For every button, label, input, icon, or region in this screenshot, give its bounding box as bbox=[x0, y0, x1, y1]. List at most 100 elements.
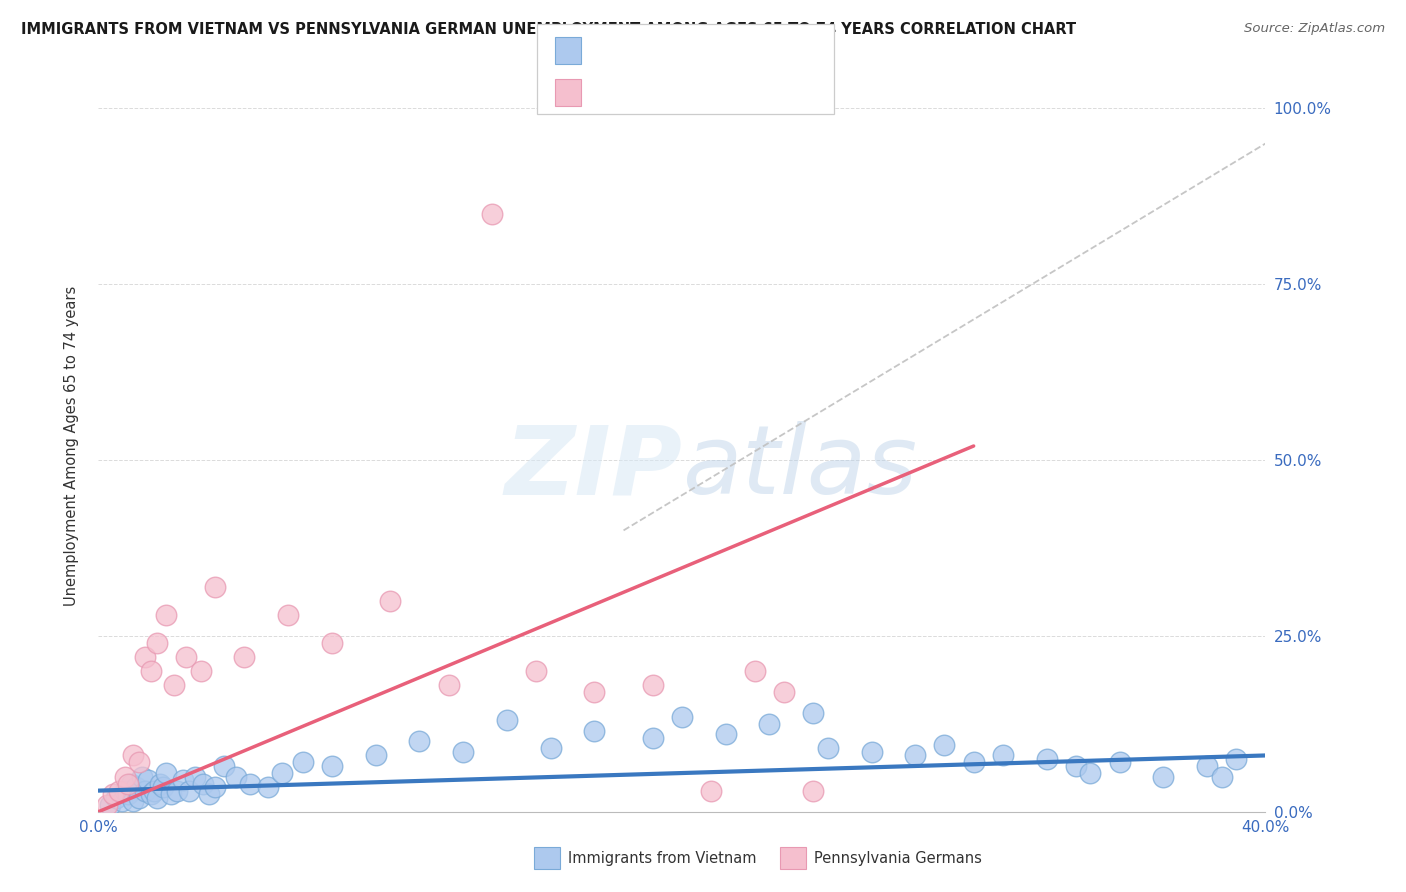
Point bbox=[321, 636, 343, 650]
Text: R =: R = bbox=[591, 43, 624, 58]
Point bbox=[256, 780, 278, 794]
Point bbox=[149, 776, 172, 790]
Point bbox=[122, 748, 145, 763]
Point bbox=[801, 783, 824, 797]
Point bbox=[1035, 752, 1057, 766]
Point bbox=[239, 776, 262, 790]
Point bbox=[744, 664, 766, 678]
Point bbox=[114, 783, 136, 797]
Point bbox=[98, 797, 121, 812]
Text: IMMIGRANTS FROM VIETNAM VS PENNSYLVANIA GERMAN UNEMPLOYMENT AMONG AGES 65 TO 74 : IMMIGRANTS FROM VIETNAM VS PENNSYLVANIA … bbox=[21, 22, 1076, 37]
Point bbox=[1211, 770, 1233, 784]
Point bbox=[1080, 766, 1102, 780]
Point bbox=[540, 741, 562, 756]
Text: Source: ZipAtlas.com: Source: ZipAtlas.com bbox=[1244, 22, 1385, 36]
Point bbox=[291, 756, 314, 770]
Point bbox=[111, 794, 134, 808]
Point bbox=[364, 748, 387, 763]
Point bbox=[1152, 770, 1174, 784]
Point bbox=[773, 685, 796, 699]
Point bbox=[860, 745, 883, 759]
Point bbox=[120, 776, 142, 790]
Point bbox=[801, 706, 824, 721]
Point bbox=[125, 780, 148, 794]
Point bbox=[190, 664, 212, 678]
Point bbox=[134, 783, 156, 797]
Point bbox=[134, 650, 156, 665]
Point bbox=[700, 783, 723, 797]
Point bbox=[277, 607, 299, 622]
Point bbox=[131, 770, 153, 784]
Point bbox=[96, 797, 118, 812]
Point bbox=[233, 650, 256, 665]
Text: N =: N = bbox=[682, 43, 716, 58]
Point bbox=[177, 783, 200, 797]
Point bbox=[934, 738, 956, 752]
Y-axis label: Unemployment Among Ages 65 to 74 years: Unemployment Among Ages 65 to 74 years bbox=[65, 285, 79, 607]
Point bbox=[146, 636, 169, 650]
Point bbox=[160, 787, 183, 801]
Point bbox=[271, 766, 294, 780]
Point bbox=[671, 710, 693, 724]
Point bbox=[991, 748, 1014, 763]
Point bbox=[117, 776, 139, 790]
Point bbox=[172, 773, 194, 788]
Point bbox=[122, 794, 145, 808]
Point bbox=[714, 727, 737, 741]
Point bbox=[1225, 752, 1247, 766]
Point bbox=[641, 731, 664, 745]
Point bbox=[152, 780, 174, 794]
Point bbox=[146, 790, 169, 805]
Point bbox=[128, 790, 150, 805]
Point bbox=[641, 678, 664, 692]
Point bbox=[155, 766, 177, 780]
Point bbox=[583, 685, 606, 699]
Point bbox=[495, 714, 517, 728]
Point bbox=[155, 607, 177, 622]
Point bbox=[117, 787, 139, 801]
Point bbox=[817, 741, 839, 756]
Text: Pennsylvania Germans: Pennsylvania Germans bbox=[814, 851, 981, 865]
Point bbox=[408, 734, 430, 748]
Point bbox=[136, 773, 159, 788]
Point bbox=[174, 650, 197, 665]
Text: R =: R = bbox=[591, 86, 624, 101]
Text: ZIP: ZIP bbox=[503, 421, 682, 515]
Point bbox=[1108, 756, 1130, 770]
Text: 28: 28 bbox=[713, 86, 734, 101]
Point bbox=[108, 783, 131, 797]
Point bbox=[204, 780, 226, 794]
Point bbox=[104, 790, 127, 805]
Text: 58: 58 bbox=[713, 43, 734, 58]
Point bbox=[139, 664, 162, 678]
Point bbox=[378, 593, 402, 607]
Point bbox=[758, 716, 780, 731]
Point bbox=[139, 787, 162, 801]
Point bbox=[114, 770, 136, 784]
Text: N =: N = bbox=[682, 86, 716, 101]
Point bbox=[142, 783, 165, 797]
Point bbox=[1064, 759, 1087, 773]
Point bbox=[198, 787, 221, 801]
Point bbox=[128, 756, 150, 770]
Point bbox=[193, 776, 215, 790]
Point bbox=[437, 678, 460, 692]
Point bbox=[204, 580, 226, 594]
Point bbox=[166, 783, 188, 797]
Point bbox=[962, 756, 984, 770]
Text: 0.157: 0.157 bbox=[623, 43, 671, 58]
Point bbox=[1195, 759, 1218, 773]
Point bbox=[212, 759, 235, 773]
Text: 0.523: 0.523 bbox=[623, 86, 671, 101]
Point bbox=[481, 207, 503, 221]
Text: atlas: atlas bbox=[682, 421, 917, 515]
Point bbox=[524, 664, 547, 678]
Point bbox=[163, 678, 186, 692]
Point bbox=[451, 745, 474, 759]
Point bbox=[321, 759, 343, 773]
Point bbox=[904, 748, 927, 763]
Text: Immigrants from Vietnam: Immigrants from Vietnam bbox=[568, 851, 756, 865]
Point bbox=[225, 770, 247, 784]
Point bbox=[183, 770, 205, 784]
Point bbox=[583, 723, 606, 738]
